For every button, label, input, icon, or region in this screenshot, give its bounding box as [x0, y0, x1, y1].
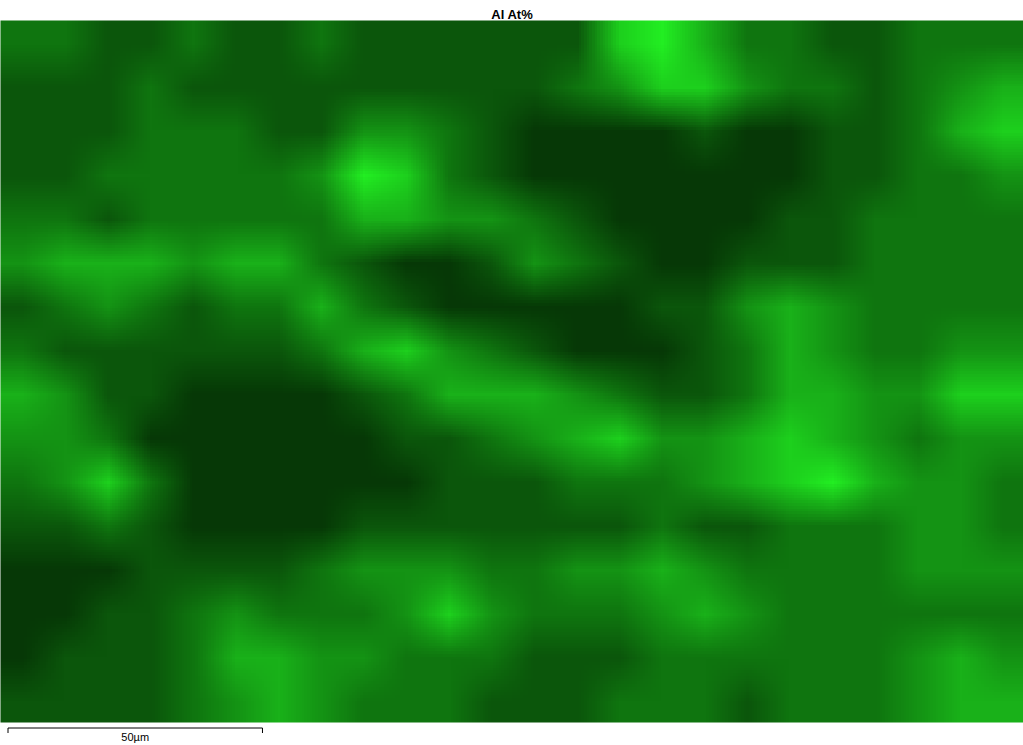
- svg-text:Al At%: Al At%: [491, 7, 533, 22]
- svg-text:50µm: 50µm: [121, 731, 149, 743]
